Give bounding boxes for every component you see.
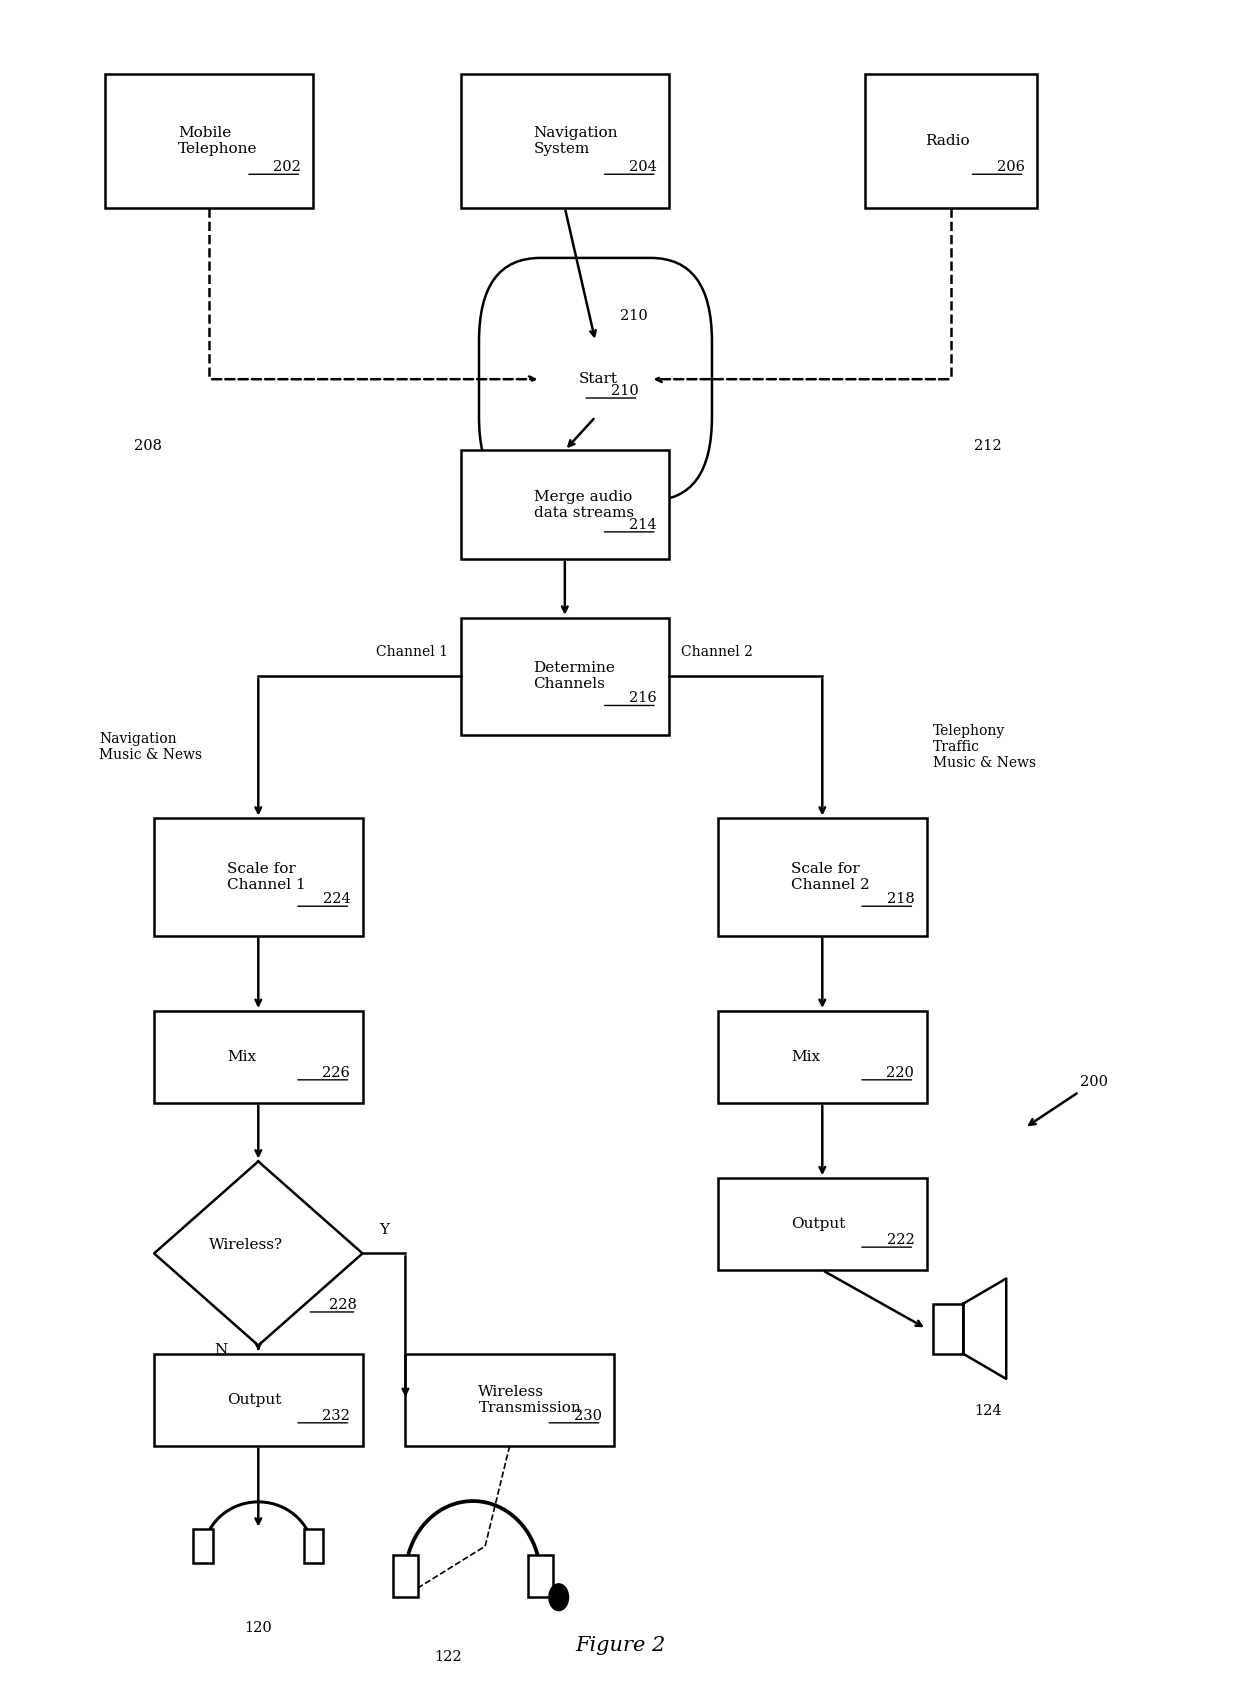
Bar	[528, 1555, 553, 1598]
Text: 120: 120	[244, 1621, 272, 1635]
Text: 226: 226	[322, 1066, 350, 1080]
Text: Y: Y	[379, 1223, 389, 1237]
Bar	[154, 1011, 362, 1103]
Polygon shape	[154, 1161, 362, 1346]
Text: Telephony
Traffic
Music & News: Telephony Traffic Music & News	[932, 724, 1035, 771]
Text: N: N	[215, 1343, 228, 1356]
Text: Merge audio
data streams: Merge audio data streams	[533, 489, 634, 520]
Text: Output: Output	[791, 1216, 846, 1232]
Text: 124: 124	[975, 1404, 1002, 1419]
Text: Scale for
Channel 2: Scale for Channel 2	[791, 862, 869, 892]
Text: Wireless
Transmission: Wireless Transmission	[479, 1385, 582, 1415]
Text: 218: 218	[887, 892, 914, 906]
Bar	[718, 1011, 926, 1103]
Text: 232: 232	[322, 1409, 350, 1422]
Text: 208: 208	[134, 439, 162, 454]
Text: 204: 204	[629, 160, 657, 174]
Text: Determine
Channels: Determine Channels	[533, 661, 615, 692]
Text: 220: 220	[887, 1066, 914, 1080]
Text: 216: 216	[629, 692, 657, 705]
Bar	[193, 1530, 213, 1564]
Bar	[154, 818, 362, 936]
Text: 210: 210	[610, 385, 639, 398]
Bar	[718, 818, 926, 936]
Text: Mobile
Telephone: Mobile Telephone	[179, 127, 258, 155]
Bar	[105, 74, 314, 208]
Text: Radio: Radio	[925, 133, 970, 148]
Text: 224: 224	[322, 892, 350, 906]
FancyBboxPatch shape	[479, 258, 712, 501]
Text: 214: 214	[629, 518, 657, 531]
Polygon shape	[963, 1279, 1006, 1378]
Text: Scale for
Channel 1: Scale for Channel 1	[227, 862, 306, 892]
Text: 202: 202	[273, 160, 301, 174]
Text: 200: 200	[1029, 1075, 1107, 1125]
Bar	[405, 1353, 614, 1446]
Text: 212: 212	[975, 439, 1002, 454]
Text: Navigation
System: Navigation System	[533, 127, 618, 155]
Text: Channel 2: Channel 2	[681, 646, 753, 660]
Bar	[460, 450, 670, 558]
Bar	[718, 1178, 926, 1270]
Text: Wireless?: Wireless?	[210, 1238, 283, 1252]
Text: Mix: Mix	[791, 1049, 820, 1064]
Bar	[393, 1555, 418, 1598]
Text: Navigation
Music & News: Navigation Music & News	[99, 732, 202, 763]
Text: 206: 206	[997, 160, 1024, 174]
Bar	[460, 617, 670, 736]
Text: Start: Start	[579, 373, 618, 386]
Bar	[866, 74, 1037, 208]
Text: 222: 222	[887, 1233, 914, 1247]
Text: Mix: Mix	[227, 1049, 257, 1064]
Text: Channel 1: Channel 1	[377, 646, 449, 660]
Text: 228: 228	[329, 1297, 356, 1312]
Bar	[154, 1353, 362, 1446]
Text: Figure 2: Figure 2	[575, 1636, 665, 1655]
Text: Output: Output	[227, 1393, 281, 1407]
Bar	[304, 1530, 324, 1564]
Text: 210: 210	[620, 309, 647, 324]
Bar	[460, 74, 670, 208]
Circle shape	[549, 1584, 568, 1611]
Bar	[932, 1304, 963, 1353]
Text: 122: 122	[434, 1650, 463, 1663]
Text: 230: 230	[574, 1409, 601, 1422]
